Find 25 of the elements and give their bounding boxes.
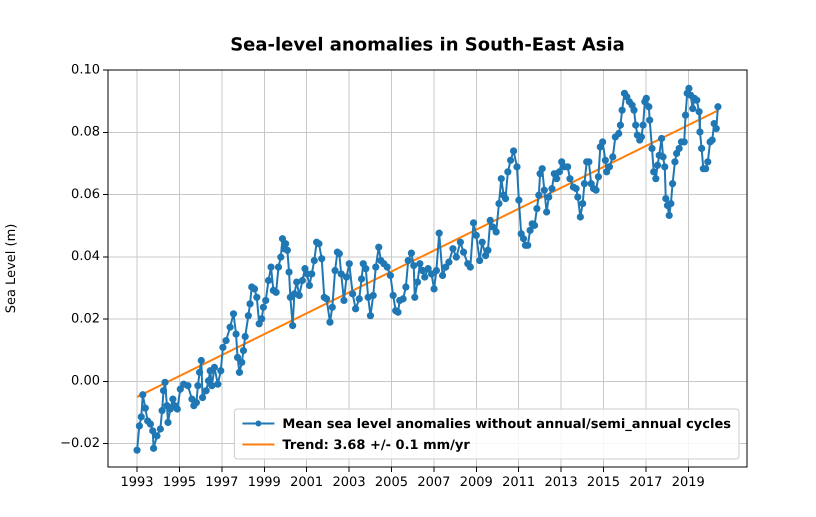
x-tick-label: 1999 [248, 475, 281, 490]
x-tick-label: 1997 [205, 475, 238, 490]
chart-title: Sea-level anomalies in South-East Asia [230, 34, 625, 56]
x-tick-label: 2005 [374, 475, 408, 490]
y-tick-label: 0.02 [71, 311, 100, 326]
x-tick-label: 2011 [502, 475, 536, 490]
y-tick-label: 0.10 [71, 62, 100, 78]
y-tick-label: 0.00 [71, 374, 100, 389]
x-tick-label: 2015 [586, 475, 620, 490]
y-tick-label: 0.06 [71, 186, 100, 202]
x-tick-label: 2019 [672, 475, 705, 490]
x-tick-label: 2001 [290, 475, 324, 490]
y-tick-label: 0.08 [71, 124, 100, 140]
y-axis-title: Sea Level (m) [4, 224, 20, 314]
x-tick-label: 2017 [629, 475, 662, 490]
x-tick-label: 2013 [544, 475, 578, 490]
x-tick-label: 1995 [162, 475, 196, 490]
y-tick-label: −0.02 [60, 436, 100, 452]
x-tick-label: 2007 [417, 475, 450, 490]
x-tick-label: 2003 [332, 475, 366, 490]
x-tick-label: 2009 [460, 475, 493, 490]
legend-label: Trend: 3.68 +/- 0.1 mm/yr [282, 438, 470, 453]
legend-label: Mean sea level anomalies without annual/semi_annual cycles [282, 416, 732, 432]
x-tick-label: 1993 [120, 475, 154, 490]
y-tick-label: 0.04 [71, 249, 100, 264]
